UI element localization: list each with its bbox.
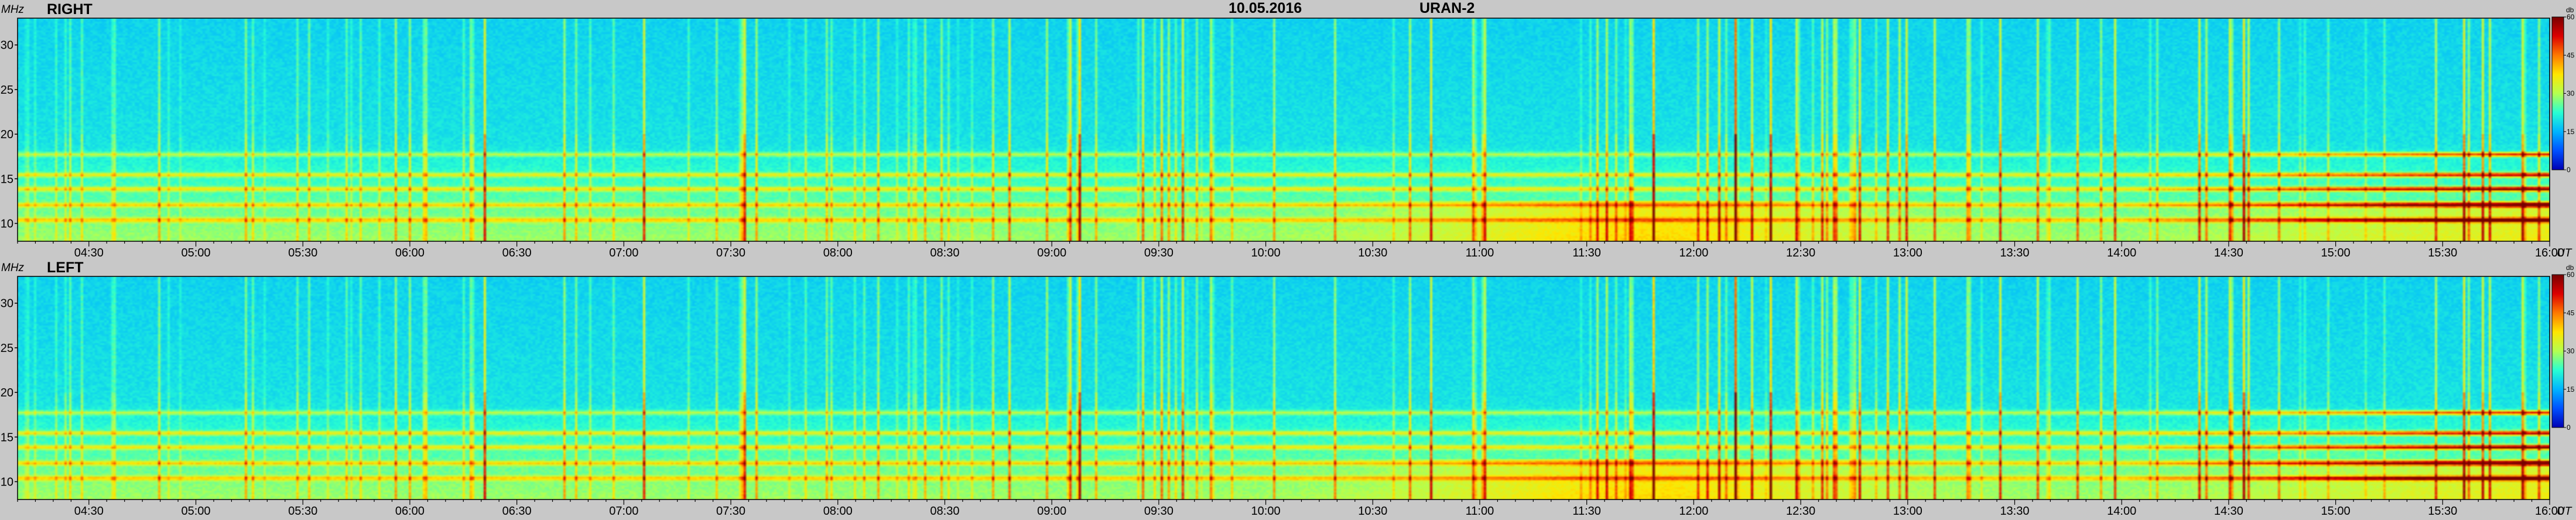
colorbar-tick-label: 15 [2567, 128, 2575, 136]
y-tick-label: 15 [1, 173, 13, 186]
x-tick-label: 05:00 [181, 247, 210, 259]
y-tick-label: 20 [1, 386, 13, 399]
colorbar-tick-label: 0 [2567, 166, 2571, 174]
x-tick-label: 10:30 [1358, 505, 1387, 518]
y-tick-label: 30 [1, 297, 13, 310]
x-tick-label: 15:30 [2428, 505, 2457, 518]
x-tick-label: 09:00 [1037, 247, 1066, 259]
y-tick-label: 20 [1, 128, 13, 141]
colorbar [2551, 16, 2564, 170]
x-tick-label: 06:00 [395, 505, 425, 518]
x-tick-label: 15:00 [2321, 505, 2351, 518]
x-tick-label: 07:30 [716, 505, 745, 518]
x-tick-label: 07:00 [609, 505, 638, 518]
colorbar-tick-label: 0 [2567, 423, 2571, 432]
x-tick-label: 07:30 [716, 247, 745, 259]
spectrogram-heatmap [18, 18, 2550, 241]
x-tick-label: 09:00 [1037, 505, 1066, 518]
x-tick-label: 09:30 [1144, 505, 1174, 518]
x-tick-label: 13:00 [1893, 247, 1922, 259]
y-axis-label: MHz [1, 262, 25, 274]
x-tick-label: 10:00 [1251, 247, 1281, 259]
x-tick-label: 05:00 [181, 505, 210, 518]
x-tick-label: 11:00 [1466, 247, 1494, 259]
colorbar-tick-label: 45 [2567, 51, 2575, 59]
x-tick-label: 06:30 [502, 505, 532, 518]
x-tick-label: 12:30 [1786, 247, 1815, 259]
x-tick-label: 05:30 [288, 247, 317, 259]
colorbar-tick-label: 30 [2567, 90, 2575, 98]
y-tick-label: 25 [1, 342, 13, 355]
y-tick-label: 30 [1, 39, 13, 52]
x-tick-label: 06:30 [502, 247, 532, 259]
spectrogram-heatmap [18, 276, 2550, 500]
x-tick-label: 08:00 [823, 247, 853, 259]
x-tick-label: 08:30 [930, 247, 959, 259]
y-tick-label: 25 [1, 84, 13, 97]
colorbar-tick-label: 60 [2567, 13, 2575, 21]
observation-date: 10.05.2016 [1229, 0, 1302, 16]
x-tick-label: 14:30 [2214, 247, 2243, 259]
x-tick-label: 08:00 [823, 505, 853, 518]
x-tick-label: 16:00 [2535, 505, 2564, 518]
x-tick-label: 10:30 [1358, 247, 1387, 259]
panel-title: LEFT [47, 259, 84, 276]
x-axis-label: UT [2557, 505, 2572, 518]
y-tick-label: 10 [1, 218, 13, 231]
colorbar-tick-label: 30 [2567, 347, 2575, 355]
x-tick-label: 08:30 [930, 505, 959, 518]
x-tick-label: 13:30 [2000, 247, 2029, 259]
x-tick-label: 11:30 [1572, 247, 1601, 259]
y-axis-label: MHz [1, 4, 25, 16]
colorbar-unit: db [2566, 6, 2574, 14]
x-tick-label: 09:30 [1144, 247, 1174, 259]
x-tick-label: 15:30 [2428, 247, 2457, 259]
x-tick-label: 12:30 [1786, 505, 1815, 518]
x-tick-label: 04:30 [74, 505, 104, 518]
colorbar-unit: db [2566, 264, 2574, 272]
x-tick-label: 15:00 [2321, 247, 2351, 259]
x-axis-label: UT [2557, 247, 2572, 259]
x-tick-label: 11:00 [1466, 505, 1494, 518]
x-tick-label: 04:30 [74, 247, 104, 259]
colorbar-tick-label: 60 [2567, 271, 2575, 279]
x-tick-label: 14:00 [2107, 247, 2136, 259]
colorbar-tick-label: 45 [2567, 309, 2575, 317]
x-tick-label: 16:00 [2535, 247, 2564, 259]
x-tick-label: 12:00 [1679, 505, 1708, 518]
x-tick-label: 14:30 [2214, 505, 2243, 518]
x-tick-label: 14:00 [2107, 505, 2136, 518]
x-tick-label: 10:00 [1251, 505, 1281, 518]
x-tick-label: 13:00 [1893, 505, 1922, 518]
x-tick-label: 12:00 [1679, 247, 1708, 259]
colorbar-tick-label: 15 [2567, 385, 2575, 394]
x-tick-label: 05:30 [288, 505, 317, 518]
x-tick-label: 07:00 [609, 247, 638, 259]
y-tick-label: 10 [1, 476, 13, 489]
panel-title: RIGHT [47, 1, 93, 18]
y-tick-label: 15 [1, 431, 13, 444]
x-tick-label: 11:30 [1572, 505, 1601, 518]
instrument-name: URAN-2 [1419, 0, 1475, 16]
colorbar [2551, 274, 2564, 428]
x-tick-label: 13:30 [2000, 505, 2029, 518]
x-tick-label: 06:00 [395, 247, 425, 259]
